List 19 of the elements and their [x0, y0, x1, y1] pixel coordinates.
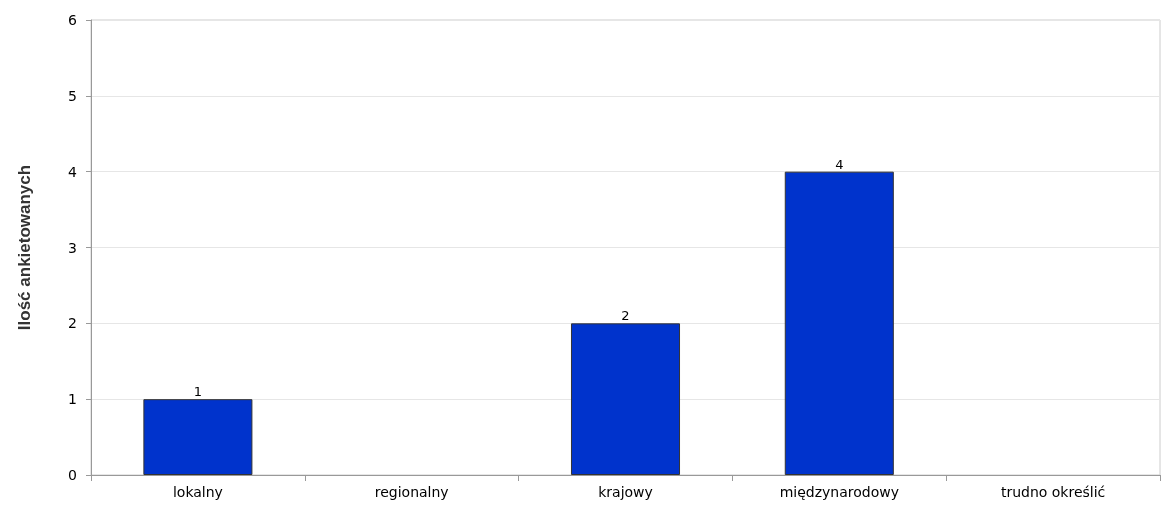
x-tick-label: trudno określić: [1000, 484, 1106, 500]
y-tick-label: 4: [68, 163, 78, 180]
x-tick-label: regionalny: [374, 484, 449, 500]
y-tick-label: 3: [68, 239, 77, 256]
bar: [784, 171, 894, 475]
data-label: 2: [621, 308, 630, 324]
x-tick-label: lokalny: [172, 484, 223, 500]
data-label: 1: [193, 384, 203, 400]
y-tick-label: 1: [68, 391, 77, 408]
y-tick-label: 6: [68, 12, 78, 28]
bar: [143, 399, 253, 475]
x-tick-label: krajowy: [598, 484, 653, 500]
bar: [570, 323, 681, 475]
y-axis-title: Ilość ankietowanych: [15, 164, 34, 331]
data-label: 4: [835, 156, 844, 172]
y-tick-label: 0: [68, 467, 77, 483]
y-tick-label: 2: [68, 315, 77, 332]
y-tick-label: 5: [68, 87, 77, 104]
x-tick-label: międzynarodowy: [779, 484, 899, 500]
